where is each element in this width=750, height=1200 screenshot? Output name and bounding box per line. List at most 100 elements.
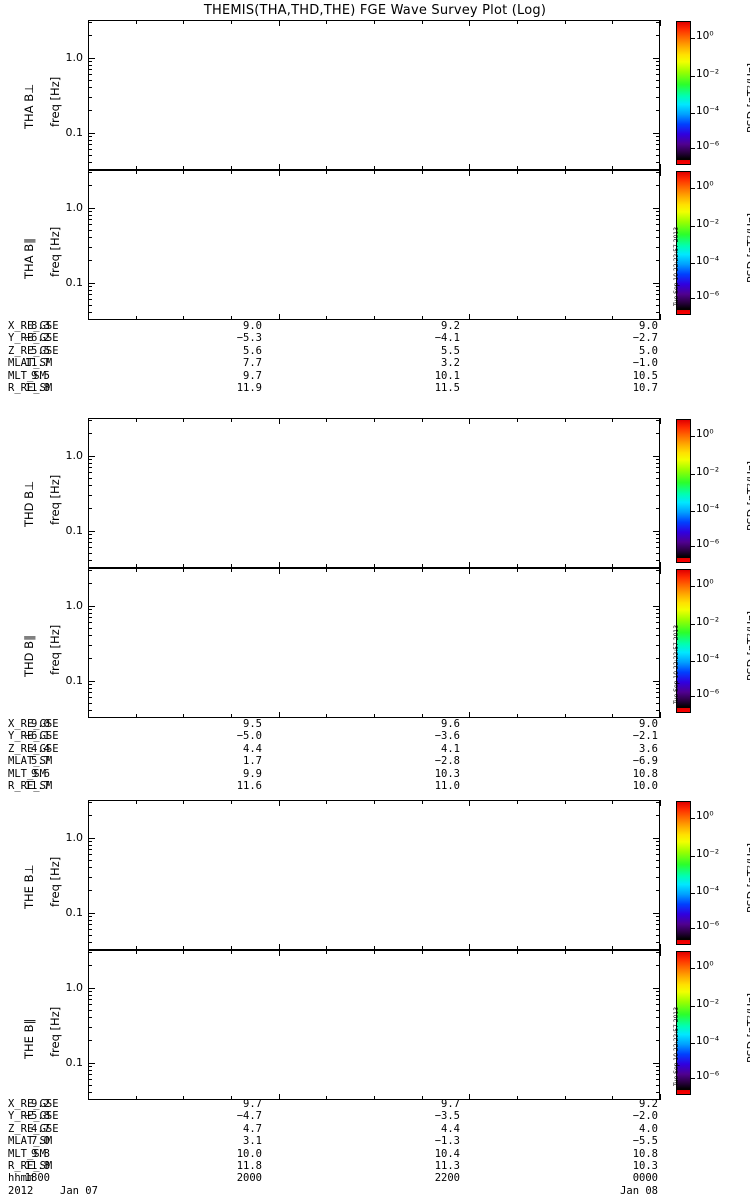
axis-tick-y — [656, 69, 660, 70]
axis-tick-y — [653, 133, 660, 134]
axis-tick-x — [326, 950, 327, 954]
colorbar-tick — [691, 474, 695, 475]
axis-tick-x — [183, 568, 184, 572]
axis-tick-x — [565, 714, 566, 718]
axis-tick-y — [656, 459, 660, 460]
axis-tick-x — [612, 800, 613, 804]
axis-tick-x — [183, 166, 184, 170]
ephemeris-value: −6.1 — [24, 730, 50, 743]
axis-tick-y — [656, 617, 660, 618]
plot-panel-thd-para — [88, 568, 660, 718]
colorbar — [676, 569, 691, 713]
axis-tick-y — [88, 35, 92, 36]
plot-panel-the-para — [88, 950, 660, 1100]
axis-tick-y — [656, 692, 660, 693]
colorbar-tick-label: 10⁻² — [696, 465, 720, 478]
axis-tick-x — [612, 316, 613, 320]
axis-tick-x — [660, 944, 661, 950]
axis-tick-x — [517, 166, 518, 170]
axis-tick-x — [469, 170, 470, 176]
axis-tick-y — [88, 80, 92, 81]
axis-tick-x — [183, 20, 184, 24]
axis-tick-x — [279, 562, 280, 568]
panel-label-thd-para: THD B∥ — [22, 635, 36, 677]
axis-tick-y — [656, 935, 660, 936]
colorbar-gradient — [677, 420, 690, 562]
axis-tick-x — [422, 166, 423, 170]
axis-tick-x — [136, 418, 137, 422]
axis-tick-y — [656, 80, 660, 81]
axis-tick-y — [656, 305, 660, 306]
axis-tick-y — [88, 140, 92, 141]
axis-tick-x — [88, 568, 89, 574]
ephemeris-value: 10.5 — [632, 369, 658, 382]
axis-tick-x — [660, 418, 661, 424]
axis-tick-x — [326, 170, 327, 174]
ephemeris-row-label: MLT_SM — [8, 767, 46, 780]
ephemeris-value: −6.2 — [24, 332, 50, 345]
axis-tick-y — [656, 247, 660, 248]
axis-tick-y — [656, 495, 660, 496]
axis-tick-y — [656, 290, 660, 291]
axis-tick-x — [612, 568, 613, 572]
axis-tick-y — [656, 547, 660, 548]
axis-tick-x — [469, 562, 470, 568]
axis-tick-y — [656, 942, 660, 943]
axis-tick-x — [422, 170, 423, 174]
axis-tick-x — [374, 418, 375, 422]
ephemeris-value: 11.0 — [434, 780, 460, 792]
axis-tick-x — [517, 170, 518, 174]
axis-tick-x — [136, 170, 137, 174]
colorbar-tick-label: 10⁻² — [696, 847, 720, 860]
axis-tick-x — [326, 564, 327, 568]
axis-tick-y — [88, 237, 92, 238]
axis-tick-x — [326, 166, 327, 170]
axis-tick-x — [88, 418, 89, 424]
panel-label-the-perp: THE B⊥ — [22, 864, 36, 909]
ephemeris-row-label: R_RE_SM — [8, 1160, 53, 1172]
axis-tick-x — [231, 714, 232, 718]
axis-tick-y — [88, 260, 92, 261]
axis-title-y: freq [Hz] — [48, 474, 62, 525]
axis-tick-x — [136, 564, 137, 568]
axis-tick-x — [469, 944, 470, 950]
axis-tick-y — [88, 155, 92, 156]
axis-tick-y — [88, 290, 92, 291]
axis-tick-y — [656, 219, 660, 220]
colorbar-gradient — [677, 172, 690, 314]
axis-tick-y — [653, 606, 660, 607]
ephemeris-value: 4.4 — [31, 742, 50, 755]
axis-tick-y — [88, 97, 92, 98]
axis-tick-y — [88, 69, 92, 70]
axis-tick-y — [656, 613, 660, 614]
axis-tick-y — [88, 61, 92, 62]
axis-tick-y — [653, 208, 660, 209]
axis-tick-y — [656, 1079, 660, 1080]
axis-tick-y — [88, 185, 92, 186]
colorbar-tick-label: 10⁻⁶ — [696, 920, 720, 933]
axis-tick-y — [88, 1079, 92, 1080]
colorbar-gradient — [677, 952, 690, 1094]
axis-tick-x — [136, 20, 137, 24]
ephemeris-value: −2.8 — [434, 755, 460, 768]
axis-tick-y — [656, 929, 660, 930]
axis-tick-y — [88, 534, 92, 535]
axis-tick-y — [656, 1074, 660, 1075]
axis-tick-y — [88, 247, 92, 248]
ephemeris-value: 9.0 — [243, 320, 262, 332]
axis-tick-y — [653, 681, 660, 682]
ephemeris-value: 9.5 — [31, 369, 50, 382]
axis-tick-x — [88, 950, 89, 956]
axis-tick-y — [88, 860, 92, 861]
axis-tick-y — [656, 924, 660, 925]
colorbar-tick-label: 10⁻² — [696, 217, 720, 230]
axis-tick-y — [656, 478, 660, 479]
axis-tick-x — [422, 800, 423, 804]
axis-label-y: 1.0 — [65, 200, 84, 214]
ephemeris-value: 9.7 — [441, 1098, 460, 1110]
axis-tick-x — [565, 316, 566, 320]
axis-tick-x — [374, 568, 375, 572]
ephemeris-value: 5.0 — [639, 344, 658, 357]
axis-tick-y — [88, 658, 92, 659]
axis-tick-y — [88, 144, 92, 145]
